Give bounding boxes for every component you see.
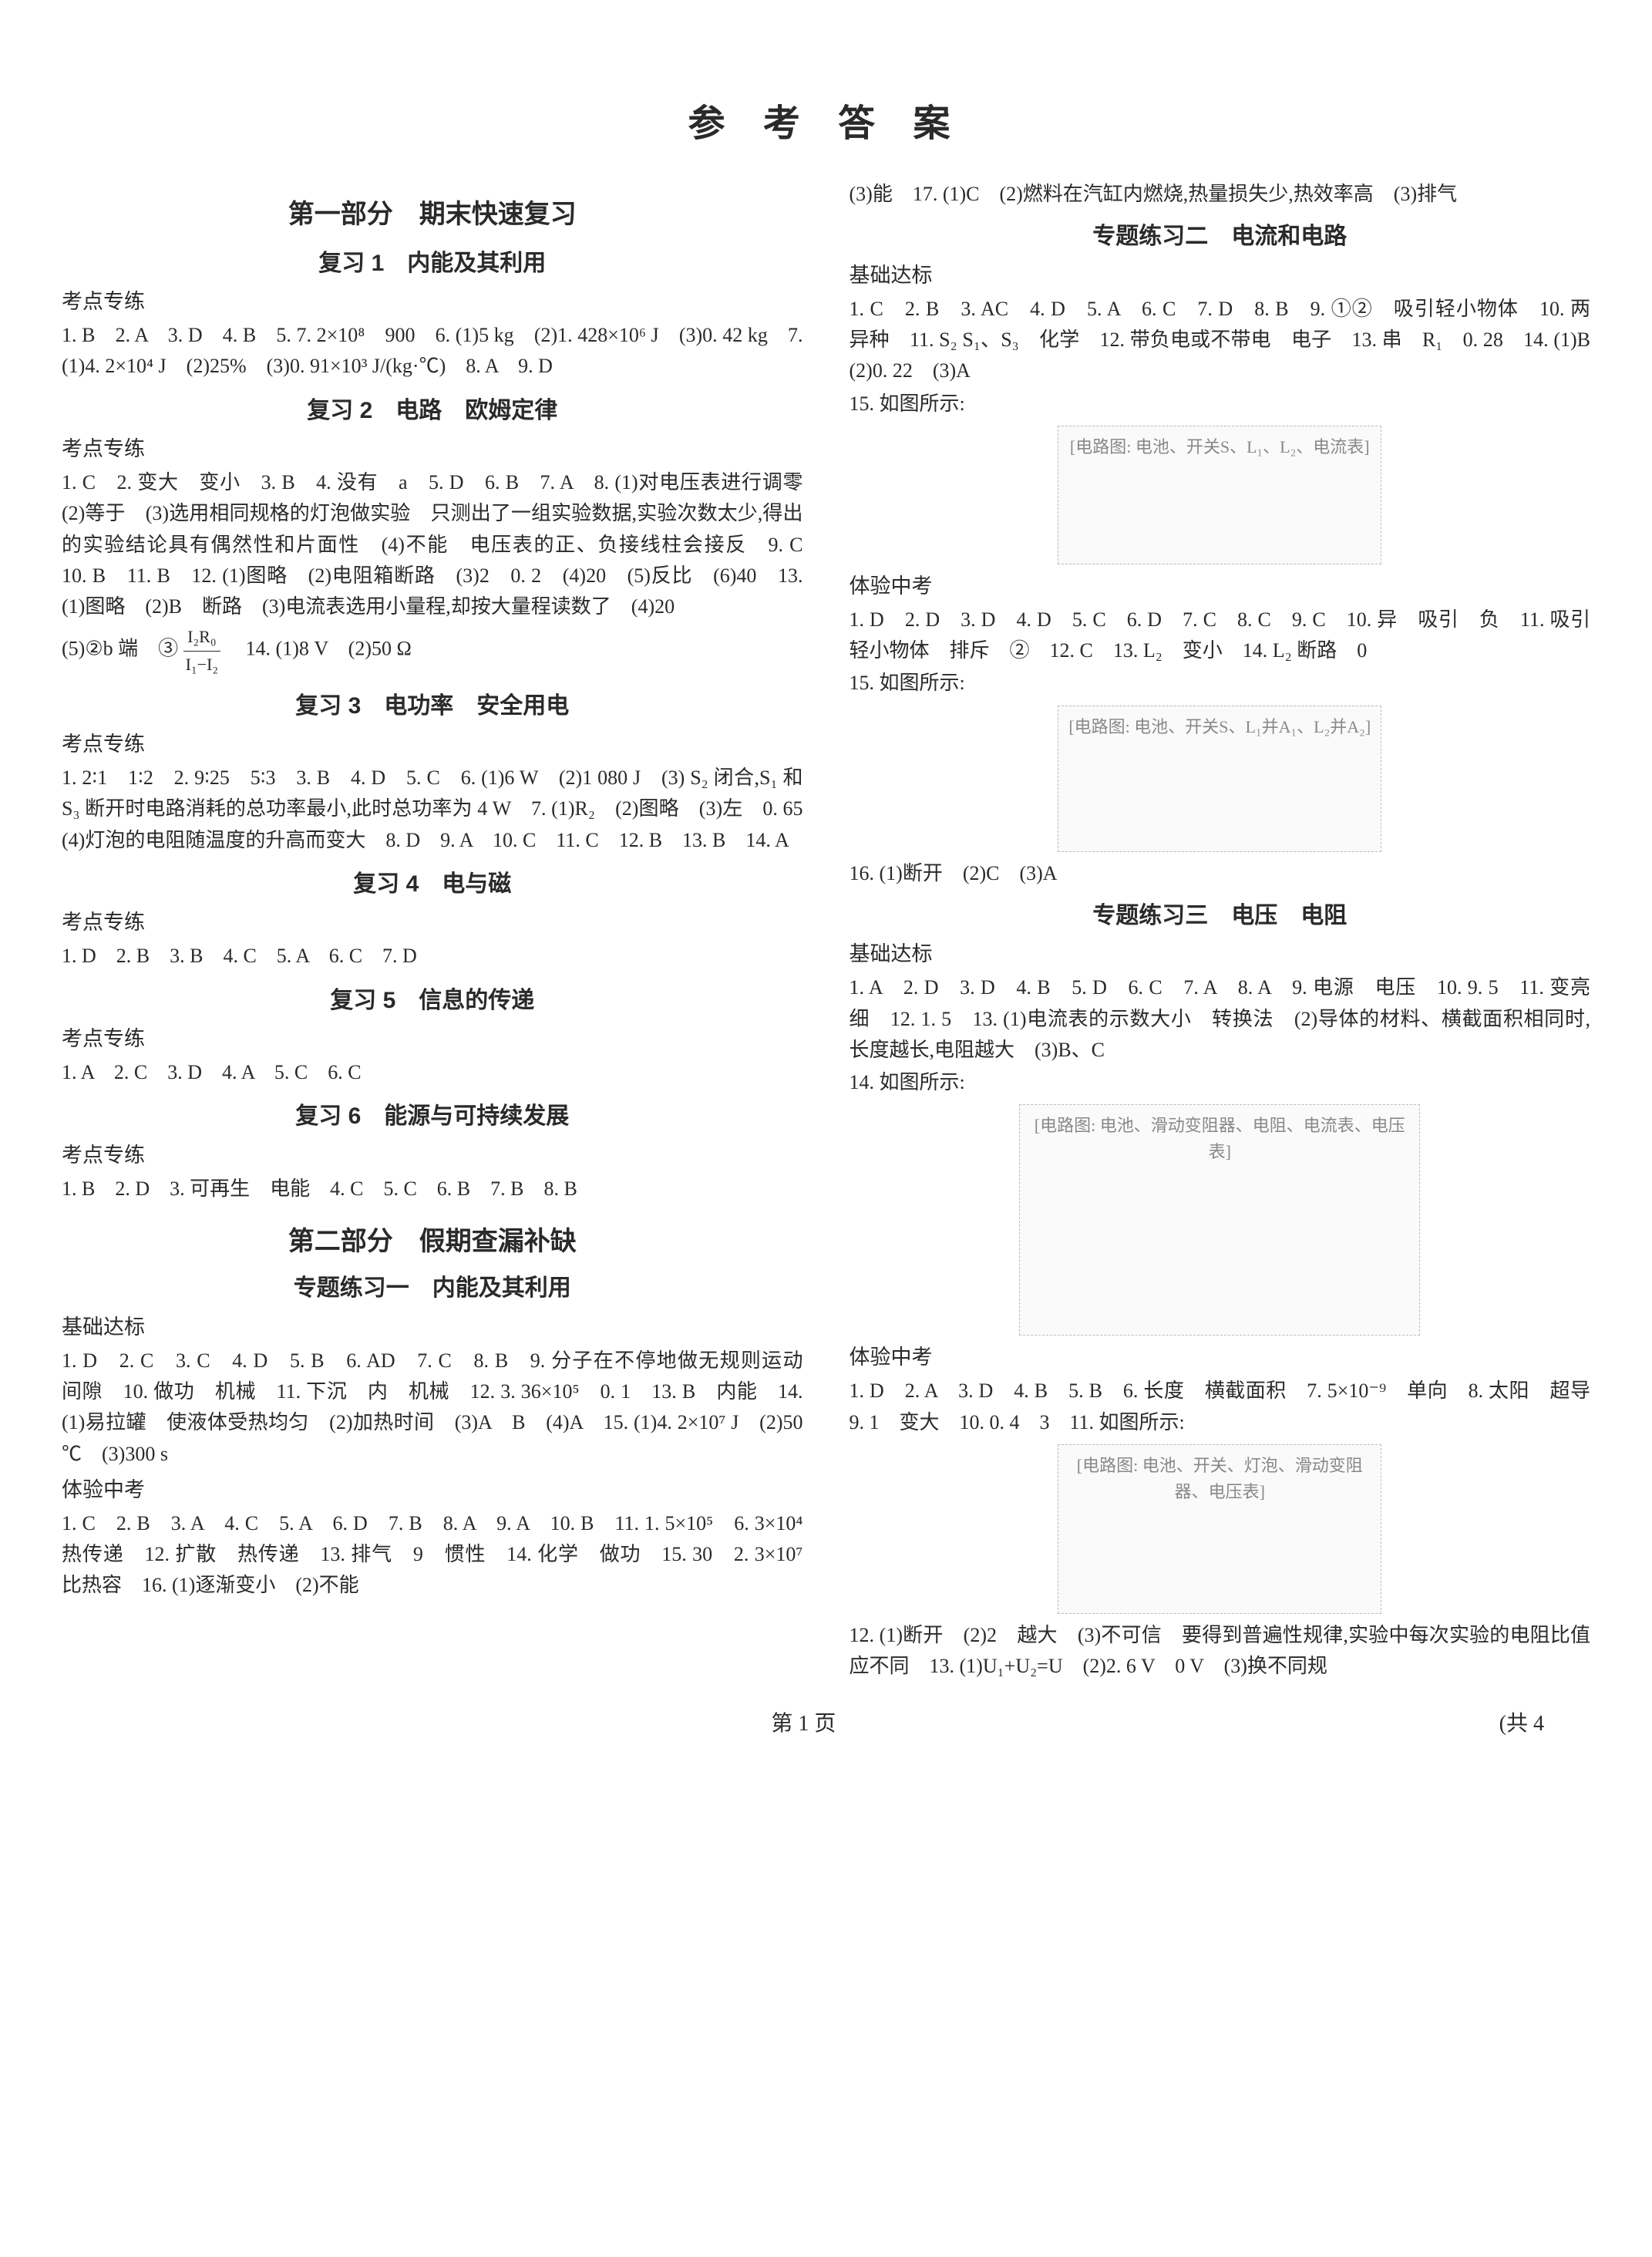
footer-page-total: (共 4 [1499, 1706, 1544, 1737]
t2-answers2: 1. D 2. D 3. D 4. D 5. C 6. D 7. C 8. C … [850, 605, 1591, 667]
r1-sublabel: 考点专练 [62, 286, 803, 318]
r4-sublabel: 考点专练 [62, 907, 803, 939]
r2-fraction: I₂R₀ I₁−I₂ [183, 624, 220, 677]
circuit-diagram-icon: [电路图: 电池、开关、灯泡、滑动变阻器、电压表] [1058, 1444, 1381, 1614]
t1-answers1: 1. D 2. C 3. C 4. D 5. B 6. AD 7. C 8. B… [62, 1346, 803, 1470]
left-column: 第一部分 期末快速复习 复习 1 内能及其利用 考点专练 1. B 2. A 3… [62, 177, 803, 1683]
footer-page-number: 第 1 页 [771, 1706, 836, 1737]
t1-sublabel2: 体验中考 [62, 1474, 803, 1507]
circuit-diagram-icon: [电路图: 电池、滑动变阻器、电阻、电流表、电压表] [1019, 1104, 1420, 1336]
review3-heading: 复习 3 电功率 安全用电 [62, 689, 803, 725]
t3-diagram2-slot: [电路图: 电池、开关、灯泡、滑动变阻器、电压表] [850, 1444, 1591, 1614]
review4-heading: 复习 4 电与磁 [62, 867, 803, 903]
t2-fig1-label: 15. 如图所示: [850, 389, 1591, 419]
t2-sublabel2: 体验中考 [850, 571, 1591, 603]
topic3-heading: 专题练习三 电压 电阻 [850, 898, 1591, 935]
circuit-diagram-icon: [电路图: 电池、开关S、L₁、L₂、电流表] [1058, 426, 1381, 564]
r2-frac-num: I₂R₀ [183, 624, 220, 651]
r2-suffix: 14. (1)8 V (2)50 Ω [226, 638, 412, 660]
r5-sublabel: 考点专练 [62, 1023, 803, 1056]
t3-answers2: 1. D 2. A 3. D 4. B 5. B 6. 长度 横截面积 7. 5… [850, 1376, 1591, 1438]
r2-answers-a: 1. C 2. 变大 变小 3. B 4. 没有 a 5. D 6. B 7. … [62, 467, 803, 622]
r6-sublabel: 考点专练 [62, 1140, 803, 1172]
t3-diagram1-slot: [电路图: 电池、滑动变阻器、电阻、电流表、电压表] [850, 1104, 1591, 1336]
page-footer: 第 1 页 (共 4 [62, 1706, 1590, 1737]
t2-sublabel1: 基础达标 [850, 260, 1591, 292]
review2-heading: 复习 2 电路 欧姆定律 [62, 393, 803, 430]
t3-answers3: 12. (1)断开 (2)2 越大 (3)不可信 要得到普遍性规律,实验中每次实… [850, 1620, 1591, 1683]
part2-heading: 第二部分 假期查漏补缺 [62, 1221, 803, 1262]
page-title: 参 考 答 案 [62, 93, 1590, 147]
r2-sublabel: 考点专练 [62, 433, 803, 466]
r2-answers-b: (5)②b 端 ③ I₂R₀ I₁−I₂ 14. (1)8 V (2)50 Ω [62, 624, 803, 677]
t3-sublabel2: 体验中考 [850, 1342, 1591, 1374]
r1-answers: 1. B 2. A 3. D 4. B 5. 7. 2×10⁸ 900 6. (… [62, 320, 803, 382]
r6-answers: 1. B 2. D 3. 可再生 电能 4. C 5. C 6. B 7. B … [62, 1174, 803, 1204]
topic2-heading: 专题练习二 电流和电路 [850, 219, 1591, 255]
r3-sublabel: 考点专练 [62, 729, 803, 761]
review5-heading: 复习 5 信息的传递 [62, 983, 803, 1019]
t1-answers2: 1. C 2. B 3. A 4. C 5. A 6. D 7. B 8. A … [62, 1508, 803, 1602]
continuation: (3)能 17. (1)C (2)燃料在汽缸内燃烧,热量损失少,热效率高 (3)… [850, 179, 1591, 210]
part1-heading: 第一部分 期末快速复习 [62, 194, 803, 235]
t3-sublabel1: 基础达标 [850, 938, 1591, 971]
r2-prefix: (5)②b 端 ③ [62, 638, 178, 660]
r4-answers: 1. D 2. B 3. B 4. C 5. A 6. C 7. D [62, 941, 803, 972]
r5-answers: 1. A 2. C 3. D 4. A 5. C 6. C [62, 1057, 803, 1088]
t1-sublabel1: 基础达标 [62, 1312, 803, 1344]
r3-answers: 1. 2∶1 1∶2 2. 9∶25 5∶3 3. B 4. D 5. C 6.… [62, 763, 803, 856]
t3-fig1-label: 14. 如图所示: [850, 1067, 1591, 1098]
review1-heading: 复习 1 内能及其利用 [62, 246, 803, 282]
right-column: (3)能 17. (1)C (2)燃料在汽缸内燃烧,热量损失少,热效率高 (3)… [850, 177, 1591, 1683]
r2-frac-den: I₁−I₂ [183, 652, 220, 678]
circuit-diagram-icon: [电路图: 电池、开关S、L₁并A₁、L₂并A₂] [1058, 706, 1381, 852]
t3-answers1: 1. A 2. D 3. D 4. B 5. D 6. C 7. A 8. A … [850, 972, 1591, 1066]
t2-fig2-label: 15. 如图所示: [850, 668, 1591, 699]
t2-answers1: 1. C 2. B 3. AC 4. D 5. A 6. C 7. D 8. B… [850, 294, 1591, 387]
content-columns: 第一部分 期末快速复习 复习 1 内能及其利用 考点专练 1. B 2. A 3… [62, 177, 1590, 1683]
t2-answers3: 16. (1)断开 (2)C (3)A [850, 858, 1591, 889]
topic1-heading: 专题练习一 内能及其利用 [62, 1271, 803, 1307]
t2-diagram2-slot: [电路图: 电池、开关S、L₁并A₁、L₂并A₂] [850, 706, 1591, 852]
t2-diagram1-slot: [电路图: 电池、开关S、L₁、L₂、电流表] [850, 426, 1591, 564]
review6-heading: 复习 6 能源与可持续发展 [62, 1099, 803, 1135]
